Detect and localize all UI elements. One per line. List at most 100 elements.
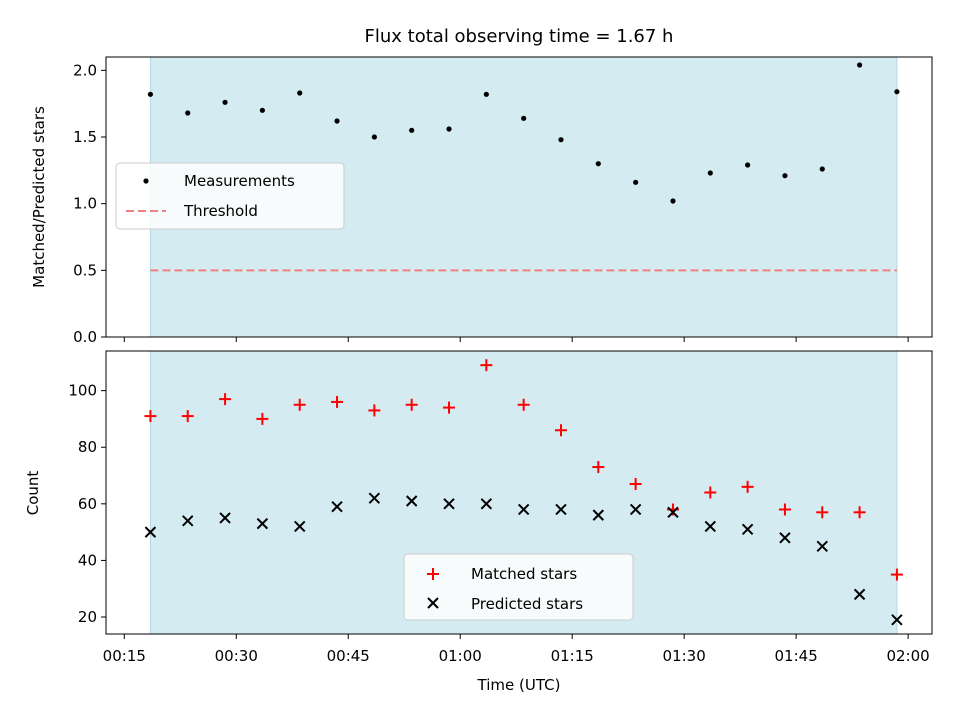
matched-star-point [704,486,717,499]
measurement-point [446,126,452,132]
count-x-tick-label: 02:00 [886,647,929,665]
count-y-label: Count [24,471,42,516]
matched-star-point [592,461,605,474]
predicted-star-point [405,495,418,507]
count-y-tick-label: 20 [78,608,97,626]
predicted-star-point [182,515,194,527]
measurement-point [670,198,676,204]
measurement-point [707,170,713,176]
matched-star-point [778,503,791,516]
predicted-star-point [816,540,828,552]
predicted-star-point [741,523,754,535]
matched-star-point [816,506,829,519]
predicted-star-point [443,498,455,510]
matched-star-point [443,401,456,414]
count-x-tick-label: 01:45 [775,647,818,665]
measurement-point [259,107,265,113]
measurement-point [521,115,527,121]
matched-star-point [219,393,232,406]
matched-star-point [741,480,754,493]
measurement-point [147,91,154,97]
count-x-tick-label: 01:00 [439,647,482,665]
predicted-star-point [144,526,157,538]
measurement-point [297,90,303,96]
predicted-star-point [219,512,231,524]
count-y-tick-label: 60 [78,495,97,513]
count-x-tick-label: 00:45 [327,647,370,665]
count-x-label: Time (UTC) [477,676,561,694]
matched-star-point [331,395,344,408]
count-y-tick-label: 80 [78,438,97,456]
ratio-plot: 0.00.51.01.52.0 Matched/Predicted stars … [30,56,933,346]
matched-star-point [405,398,418,411]
count-y-axis: 20 40 60 80 100 [68,382,106,626]
ratio-y-tick-label: 0.0 [73,328,97,346]
measurement-point [595,161,601,167]
count-x-tick-label: 00:15 [103,647,146,665]
measurement-points [147,62,900,204]
predicted-star-point [779,532,791,544]
ratio-y-tick-label: 0.5 [73,261,97,279]
legend-measurements-marker [143,178,149,184]
predicted-star-point [853,588,866,601]
matched-star-point [368,404,381,417]
predicted-star-point [331,500,343,513]
predicted-star-point [294,520,306,533]
ratio-y-axis: 0.0 0.5 1.0 1.5 2.0 [73,61,106,346]
measurement-point [894,89,900,95]
matched-star-point [554,424,567,437]
legend-predicted-marker [427,597,439,609]
measurement-point [856,62,863,68]
ratio-plot-frame [105,56,933,338]
matched-star-point [517,398,530,411]
measurement-point [633,179,639,185]
ratio-y-tick-label: 1.0 [73,195,97,213]
matched-star-point [480,359,493,372]
predicted-star-point [704,520,716,533]
count-points [144,359,903,626]
measurement-point [222,99,228,105]
measurement-point [483,91,489,97]
ratio-legend-box [115,162,345,230]
legend-threshold-label: Threshold [183,202,258,220]
chart-title: Flux total observing time = 1.67 h [365,26,674,47]
count-x-axis: 00:15 00:30 00:45 01:00 01:15 01:30 01:45 02:00 [103,634,930,665]
predicted-star-point [368,492,381,504]
legend-predicted-label: Predicted stars [471,595,583,613]
legend-measurements-label: Measurements [184,172,295,190]
count-x-tick-label: 01:30 [663,647,706,665]
measurement-point [558,137,564,143]
measurement-point [819,166,825,172]
ratio-y-tick-label: 1.5 [73,128,97,146]
predicted-star-point [629,503,642,516]
matched-star-point [181,410,194,423]
measurement-point [334,118,340,124]
ratio-x-axis [123,337,909,342]
count-y-tick-label: 100 [68,382,97,400]
matched-star-point [853,506,866,519]
count-x-tick-label: 00:30 [215,647,258,665]
matched-star-point [144,410,157,423]
measurement-point [371,134,377,140]
ratio-y-label: Matched/Predicted stars [30,106,48,288]
ratio-legend: Measurements Threshold [115,162,345,230]
predicted-star-point [891,614,903,626]
ratio-y-tick-label: 2.0 [73,61,97,79]
measurement-point [745,162,751,168]
matched-star-point [629,478,642,491]
legend-matched-label: Matched stars [471,565,577,583]
count-plot-frame [105,350,933,635]
predicted-star-point [517,503,530,516]
predicted-star-point [667,506,679,519]
measurement-point [185,110,191,116]
count-legend-box [403,553,634,621]
predicted-star-point [256,517,269,530]
matched-star-point [293,398,306,411]
predicted-star-point [480,498,493,510]
count-y-tick-label: 40 [78,551,97,569]
predicted-star-point [592,509,605,521]
count-x-tick-label: 01:15 [551,647,594,665]
measurement-point [782,173,788,179]
count-plot: 20 40 60 80 100 00:15 00:30 00:45 01:00 01:15 01:… [24,350,933,694]
